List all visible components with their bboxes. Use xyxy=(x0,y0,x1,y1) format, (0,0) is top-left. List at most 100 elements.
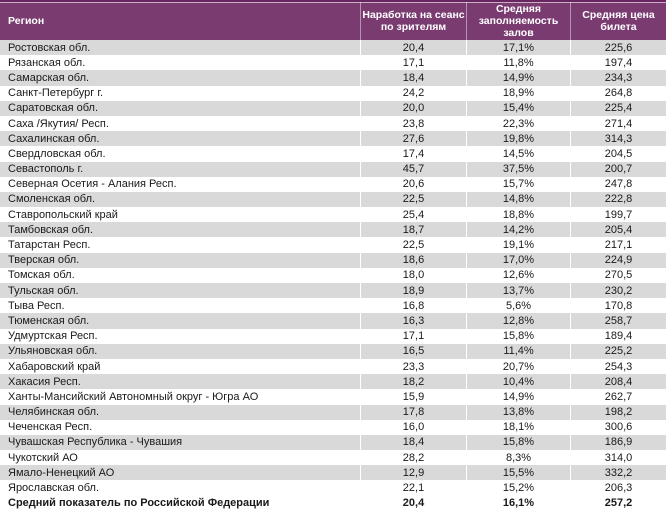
table-row: Челябинская обл. 17,8 13,8% 198,2 xyxy=(0,404,666,420)
region-cell: Средний показатель по Российской Федерац… xyxy=(8,497,270,510)
region-cell: Северная Осетия - Алания Респ. xyxy=(8,178,177,191)
region-cell: Ульяновская обл. xyxy=(8,345,98,358)
column-header-region: Регион xyxy=(8,15,45,27)
table-row: Томская обл. 18,0 12,6% 270,5 xyxy=(0,267,666,283)
column-header-sessions-per-viewer: Наработка на сеанс по зрителям xyxy=(360,2,466,40)
occupancy-cell: 19,1% xyxy=(466,237,570,253)
occupancy-cell: 14,9% xyxy=(466,389,570,405)
occupancy-cell: 15,7% xyxy=(466,176,570,192)
ticket-price-cell: 222,8 xyxy=(570,191,666,208)
table-row: Тверская обл. 18,6 17,0% 224,9 xyxy=(0,252,666,268)
sessions-per-viewer-cell: 18,4 xyxy=(360,434,466,451)
region-cell: Самарская обл. xyxy=(8,71,90,84)
occupancy-cell: 14,9% xyxy=(466,70,570,86)
sessions-per-viewer-cell: 25,4 xyxy=(360,207,466,223)
occupancy-cell: 12,6% xyxy=(466,267,570,283)
sessions-per-viewer-cell: 17,1 xyxy=(360,55,466,71)
occupancy-cell: 37,5% xyxy=(466,161,570,177)
ticket-price-cell: 208,4 xyxy=(570,374,666,390)
sessions-per-viewer-cell: 20,4 xyxy=(360,40,466,56)
sessions-per-viewer-cell: 27,6 xyxy=(360,131,466,147)
region-cell: Севастополь г. xyxy=(8,163,84,176)
region-cell: Ярославская обл. xyxy=(8,482,100,495)
ticket-price-cell: 271,4 xyxy=(570,115,666,132)
table-row: Саратовская обл. 20,0 15,4% 225,4 xyxy=(0,100,666,116)
table-row: Тамбовская обл. 18,7 14,2% 205,4 xyxy=(0,222,666,238)
ticket-price-cell: 254,3 xyxy=(570,358,666,375)
region-cell: Татарстан Респ. xyxy=(8,239,91,252)
region-cell: Тюменская обл. xyxy=(8,314,90,327)
ticket-price-cell: 225,2 xyxy=(570,343,666,359)
occupancy-cell: 10,4% xyxy=(466,374,570,390)
occupancy-cell: 16,1% xyxy=(466,495,570,511)
regions-statistics-table: Регион Наработка на сеанс по зрителям Ср… xyxy=(0,0,666,511)
region-cell: Свердловская обл. xyxy=(8,147,106,160)
table-row: Татарстан Респ. 22,5 19,1% 217,1 xyxy=(0,237,666,253)
sessions-per-viewer-cell: 18,6 xyxy=(360,252,466,268)
table-row: Чеченская Респ. 16,0 18,1% 300,6 xyxy=(0,419,666,435)
occupancy-cell: 15,2% xyxy=(466,480,570,496)
occupancy-cell: 18,8% xyxy=(466,207,570,223)
region-cell: Чукотский АО xyxy=(8,451,78,464)
ticket-price-cell: 200,7 xyxy=(570,161,666,177)
sessions-per-viewer-cell: 16,3 xyxy=(360,313,466,329)
table-row: Самарская обл. 18,4 14,9% 234,3 xyxy=(0,70,666,86)
sessions-per-viewer-cell: 20,0 xyxy=(360,100,466,116)
occupancy-cell: 14,8% xyxy=(466,191,570,208)
sessions-per-viewer-cell: 17,8 xyxy=(360,404,466,420)
table-row: Ханты-Мансийский Автономный округ - Югра… xyxy=(0,389,666,405)
region-cell: Хакасия Респ. xyxy=(8,375,81,388)
sessions-per-viewer-cell: 22,1 xyxy=(360,480,466,496)
table-row: Саха /Якутия/ Респ. 23,8 22,3% 271,4 xyxy=(0,115,666,132)
table-row: Смоленская обл. 22,5 14,8% 222,8 xyxy=(0,191,666,208)
occupancy-cell: 5,6% xyxy=(466,298,570,314)
occupancy-cell: 11,8% xyxy=(466,55,570,71)
region-cell: Хабаровский край xyxy=(8,360,101,373)
table-row: Тульская обл. 18,9 13,7% 230,2 xyxy=(0,283,666,299)
ticket-price-cell: 224,9 xyxy=(570,252,666,268)
region-cell: Саратовская обл. xyxy=(8,102,99,115)
sessions-per-viewer-cell: 12,9 xyxy=(360,465,466,481)
occupancy-cell: 13,8% xyxy=(466,404,570,420)
occupancy-cell: 15,5% xyxy=(466,465,570,481)
occupancy-cell: 17,0% xyxy=(466,252,570,268)
ticket-price-cell: 225,6 xyxy=(570,40,666,56)
occupancy-cell: 15,4% xyxy=(466,100,570,116)
occupancy-cell: 22,3% xyxy=(466,115,570,132)
occupancy-cell: 14,5% xyxy=(466,146,570,162)
ticket-price-cell: 199,7 xyxy=(570,207,666,223)
ticket-price-cell: 198,2 xyxy=(570,404,666,420)
table-row: Тюменская обл. 16,3 12,8% 258,7 xyxy=(0,313,666,329)
occupancy-cell: 8,3% xyxy=(466,450,570,466)
sessions-per-viewer-cell: 18,9 xyxy=(360,283,466,299)
occupancy-cell: 18,1% xyxy=(466,419,570,435)
ticket-price-cell: 225,4 xyxy=(570,100,666,116)
region-cell: Удмуртская Респ. xyxy=(8,330,98,343)
ticket-price-cell: 314,3 xyxy=(570,131,666,147)
ticket-price-cell: 264,8 xyxy=(570,85,666,101)
table-row: Ростовская обл. 20,4 17,1% 225,6 xyxy=(0,40,666,56)
region-cell: Санкт-Петербург г. xyxy=(8,87,104,100)
sessions-per-viewer-cell: 16,5 xyxy=(360,343,466,359)
ticket-price-cell: 300,6 xyxy=(570,419,666,435)
sessions-per-viewer-cell: 18,2 xyxy=(360,374,466,390)
region-cell: Тверская обл. xyxy=(8,254,80,267)
sessions-per-viewer-cell: 20,6 xyxy=(360,176,466,192)
sessions-per-viewer-cell: 24,2 xyxy=(360,85,466,101)
ticket-price-cell: 204,5 xyxy=(570,146,666,162)
region-cell: Челябинская обл. xyxy=(8,406,100,419)
ticket-price-cell: 234,3 xyxy=(570,70,666,86)
occupancy-cell: 15,8% xyxy=(466,434,570,451)
table-row: Удмуртская Респ. 17,1 15,8% 189,4 xyxy=(0,328,666,344)
table-row: Чукотский АО 28,2 8,3% 314,0 xyxy=(0,450,666,466)
sessions-per-viewer-cell: 23,3 xyxy=(360,358,466,375)
sessions-per-viewer-cell: 22,5 xyxy=(360,237,466,253)
sessions-per-viewer-cell: 17,4 xyxy=(360,146,466,162)
table-row: Чувашская Республика - Чувашия 18,4 15,8% 1… xyxy=(0,434,666,451)
ticket-price-cell: 247,8 xyxy=(570,176,666,192)
ticket-price-cell: 257,2 xyxy=(570,495,666,511)
sessions-per-viewer-cell: 17,1 xyxy=(360,328,466,344)
ticket-price-cell: 189,4 xyxy=(570,328,666,344)
sessions-per-viewer-cell: 18,0 xyxy=(360,267,466,283)
region-cell: Чеченская Респ. xyxy=(8,421,93,434)
